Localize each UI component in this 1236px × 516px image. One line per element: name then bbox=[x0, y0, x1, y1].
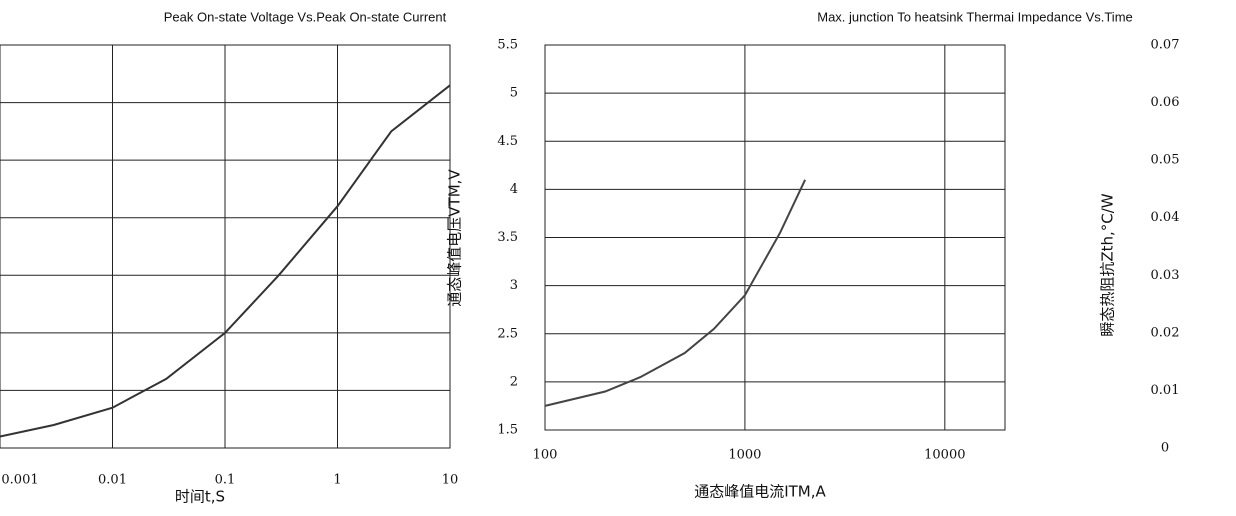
y-tick-label: 4.5 bbox=[497, 134, 518, 149]
x-axis-label: 时间t,S bbox=[175, 488, 225, 506]
x-tick-label: 10 bbox=[442, 473, 459, 488]
y-tick-label: 0.01 bbox=[1151, 383, 1180, 398]
y-tick-label: 0.07 bbox=[1151, 38, 1180, 53]
x-tick-label: 1000 bbox=[728, 448, 761, 463]
x-tick-label: 0.1 bbox=[215, 473, 236, 488]
x-tick-label: 10000 bbox=[924, 448, 965, 463]
y-tick-label: 0.02 bbox=[1151, 325, 1180, 340]
y-tick-label: 5.5 bbox=[497, 38, 518, 53]
x-tick-label: 100 bbox=[533, 448, 558, 463]
y-tick-label: 2.5 bbox=[497, 326, 518, 341]
y-tick-label: 4 bbox=[510, 182, 518, 197]
y-tick-label: 1.5 bbox=[497, 423, 518, 438]
x-tick-label: 0.001 bbox=[1, 473, 38, 488]
y-axis-label: 通态峰值电压VTM,V bbox=[446, 169, 464, 307]
y-tick-label: 3.5 bbox=[497, 230, 518, 245]
x-axis-label: 通态峰值电流ITM,A bbox=[694, 483, 826, 501]
data-line bbox=[545, 180, 805, 406]
y-tick-label: 0.04 bbox=[1151, 210, 1180, 225]
y-tick-label: 0 bbox=[1161, 441, 1169, 456]
y-tick-label: 0.05 bbox=[1151, 153, 1180, 168]
chart-title: Peak On-state Voltage Vs.Peak On-state C… bbox=[164, 9, 447, 24]
chart-title: Max. junction To heatsink Thermai Impeda… bbox=[817, 9, 1133, 24]
y-tick-label: 2 bbox=[510, 374, 518, 389]
y-tick-label: 5 bbox=[510, 86, 518, 101]
page: Peak On-state Voltage Vs.Peak On-state C… bbox=[0, 0, 1236, 516]
y-tick-label: 0.06 bbox=[1151, 95, 1180, 110]
y-tick-label: 0.03 bbox=[1151, 268, 1180, 283]
y-tick-label: 3 bbox=[510, 278, 518, 293]
y-axis-label: 瞬态热阻抗Zth,°C/W bbox=[1099, 193, 1117, 336]
x-tick-label: 0.01 bbox=[98, 473, 127, 488]
x-tick-label: 1 bbox=[333, 473, 341, 488]
